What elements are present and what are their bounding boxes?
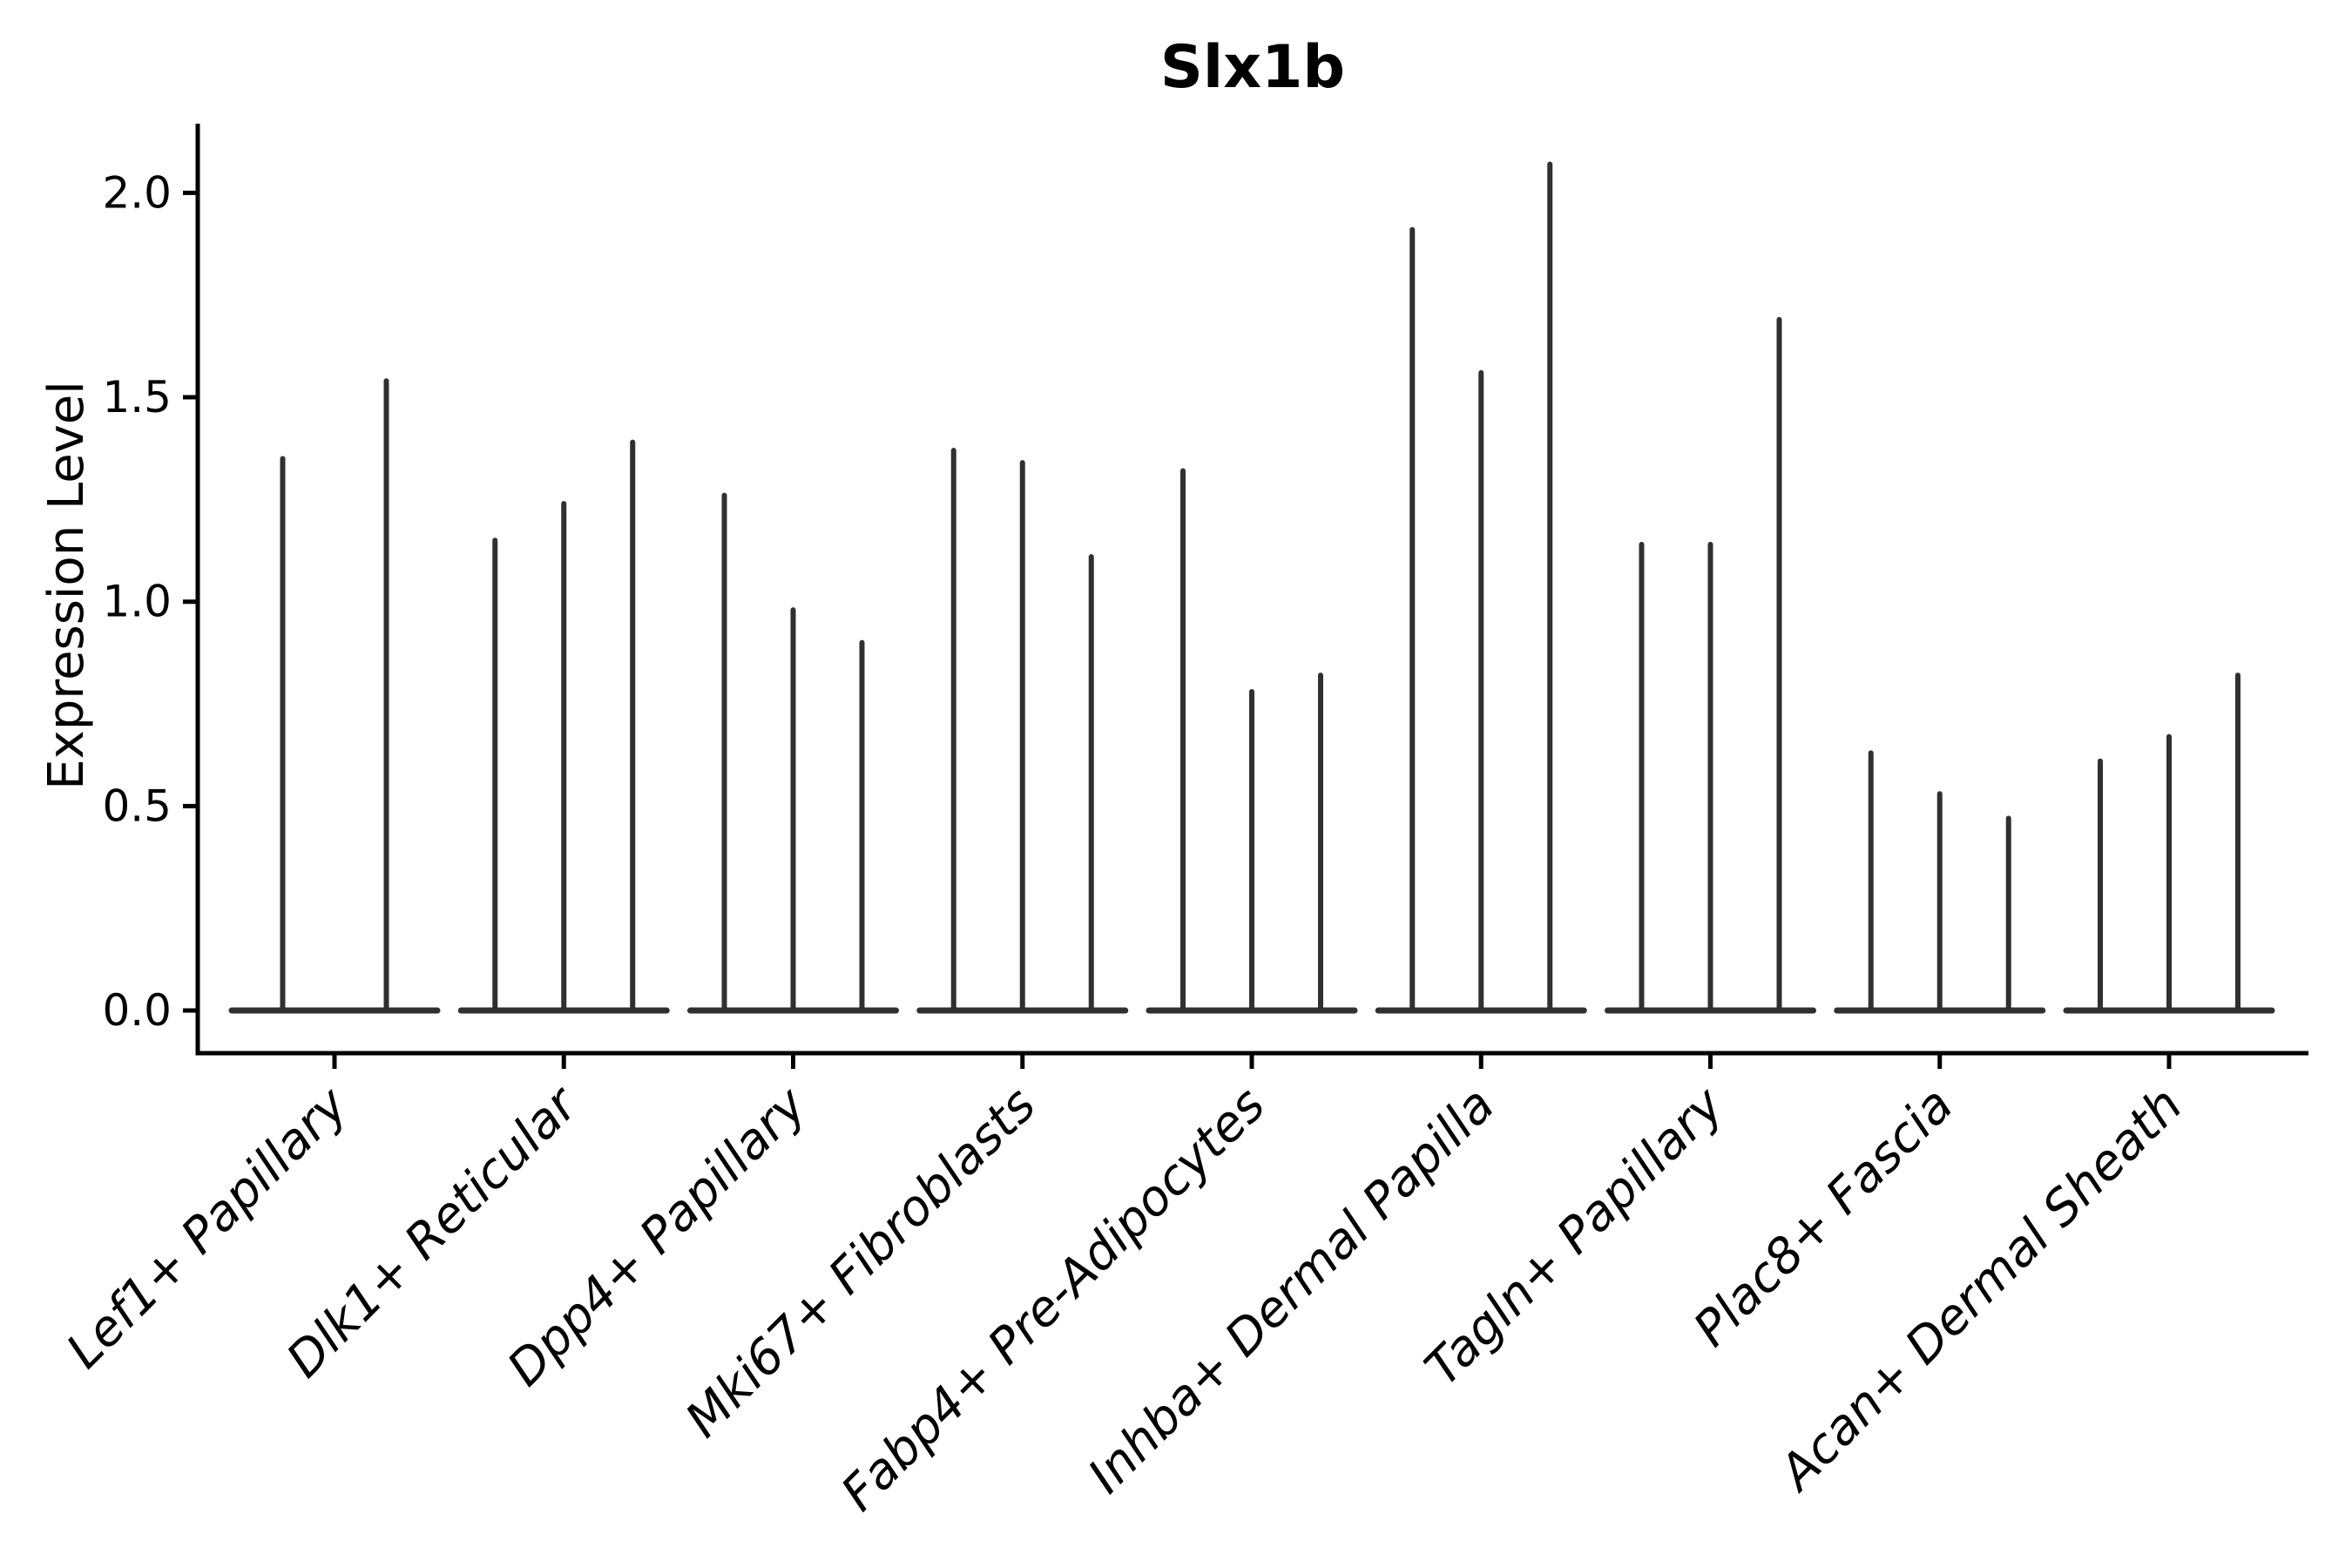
x-axis-category-label: Fabp4+ Pre-Adipocytes (831, 1077, 1276, 1522)
y-tick-label: 1.5 (102, 372, 172, 422)
x-axis-ticks (332, 1053, 2172, 1069)
chart-title: Slx1b (1160, 33, 1345, 102)
y-tick-label: 0.5 (102, 781, 172, 831)
x-axis-category-label: Inhba+ Dermal Papilla (1078, 1077, 1505, 1504)
y-tick-label: 0.0 (102, 985, 172, 1036)
violins (228, 161, 2275, 1014)
y-axis-label: Expression Level (38, 381, 95, 790)
y-tick-label: 2.0 (102, 167, 172, 218)
y-tick-label: 1.0 (102, 577, 172, 627)
x-axis-category-label: Acan+ Dermal Sheath (1767, 1077, 2193, 1503)
y-axis-ticks: 0.0 0.5 1.0 1.5 2.0 (102, 167, 198, 1036)
